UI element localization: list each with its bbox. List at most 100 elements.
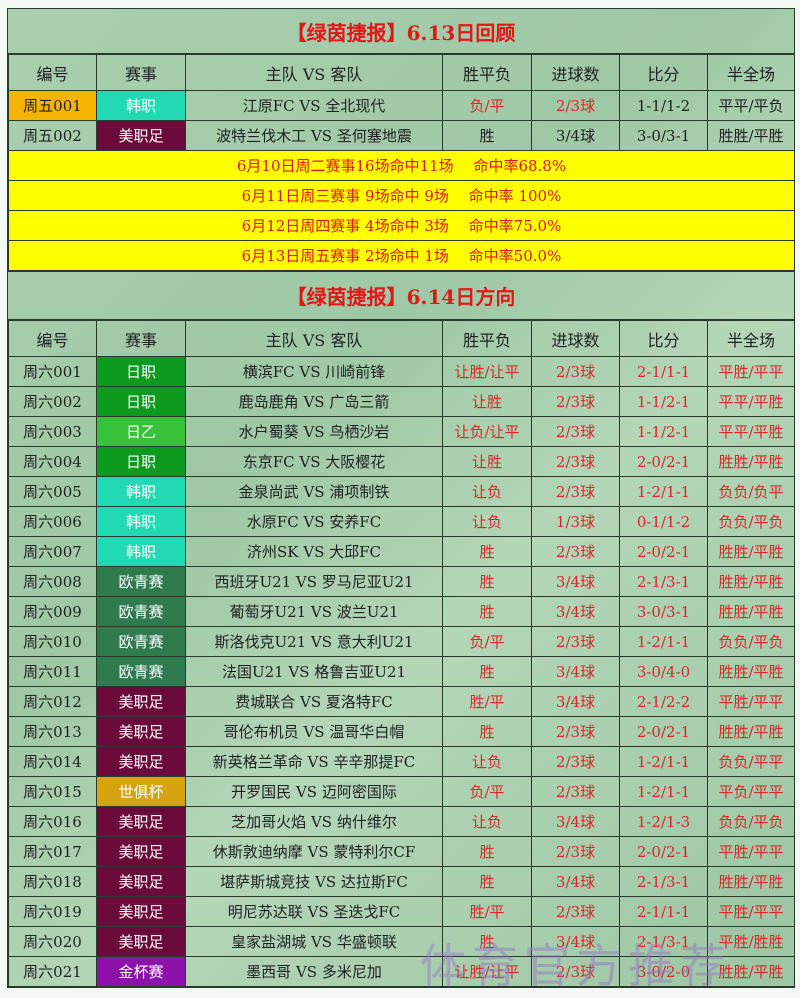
score-pick: 1-2/1-1 bbox=[619, 476, 708, 507]
summary-row: 6月11日周三赛事 9场命中 9场 命中率 100% bbox=[8, 180, 795, 211]
score-pick: 1-1/2-1 bbox=[619, 416, 708, 447]
goals-pick: 2/3球 bbox=[531, 446, 620, 477]
score-pick: 2-1/1-1 bbox=[619, 896, 708, 927]
score-pick: 2-0/2-1 bbox=[619, 536, 708, 567]
result-pick: 负/平 bbox=[442, 90, 532, 121]
score-pick: 1-2/1-1 bbox=[619, 776, 708, 807]
table-row: 周六003 日乙 水户蜀葵 VS 鸟栖沙岩 让负/让平 2/3球 1-1/2-1 平平/平胜 bbox=[8, 416, 795, 447]
competition-badge: 美职足 bbox=[96, 746, 186, 777]
match-teams: 波特兰伐木工 VS 圣何塞地震 bbox=[185, 120, 443, 151]
match-id: 周六002 bbox=[8, 386, 97, 417]
summary-row: 6月13日周五赛事 2场命中 1场 命中率50.0% bbox=[8, 240, 795, 271]
match-id: 周六011 bbox=[8, 656, 97, 687]
match-id: 周六009 bbox=[8, 596, 97, 627]
result-pick: 负/平 bbox=[442, 776, 532, 807]
goals-pick: 2/3球 bbox=[531, 90, 620, 121]
goals-pick: 2/3球 bbox=[531, 536, 620, 567]
result-pick: 让胜 bbox=[442, 386, 532, 417]
score-pick: 3-0/4-0 bbox=[619, 656, 708, 687]
match-teams: 济州SK VS 大邱FC bbox=[185, 536, 443, 567]
result-pick: 让胜/让平 bbox=[442, 356, 532, 387]
result-pick: 负/平 bbox=[442, 626, 532, 657]
competition-badge: 日乙 bbox=[96, 416, 186, 447]
goals-pick: 3/4球 bbox=[531, 656, 620, 687]
match-teams: 明尼苏达联 VS 圣迭戈FC bbox=[185, 896, 443, 927]
halftime-fulltime-pick: 负负/平负 bbox=[707, 626, 795, 657]
table-row: 周五002 美职足 波特兰伐木工 VS 圣何塞地震胜 3/4球 3-0/3-1 胜胜/平胜 bbox=[8, 120, 795, 151]
competition-badge: 欧青赛 bbox=[96, 656, 186, 687]
table-row: 周六009 欧青赛 葡萄牙U21 VS 波兰U21 胜 3/4球 3-0/3-1 胜胜/平胜 bbox=[8, 596, 795, 627]
halftime-fulltime-pick: 平负/平平 bbox=[707, 776, 795, 807]
header-row: 编号 赛事 主队 VS 客队 胜平负 进球数 比分 半全场 bbox=[8, 54, 795, 91]
match-id: 周六016 bbox=[8, 806, 97, 837]
match-id: 周六014 bbox=[8, 746, 97, 777]
match-id: 周六008 bbox=[8, 566, 97, 597]
competition-badge: 欧青赛 bbox=[96, 596, 186, 627]
column-header: 胜平负 bbox=[442, 54, 532, 91]
result-pick: 胜 bbox=[442, 566, 532, 597]
hit-rate-summary: 6月11日周三赛事 9场命中 9场 命中率 100% bbox=[8, 180, 795, 211]
halftime-fulltime-pick: 胜胜/平胜 bbox=[707, 536, 795, 567]
halftime-fulltime-pick: 胜胜/平胜 bbox=[707, 120, 795, 151]
table-row: 周六016 美职足 芝加哥火焰 VS 纳什维尔 让负 3/4球 1-2/1-3 负负/平负 bbox=[8, 806, 795, 837]
halftime-fulltime-pick: 平胜/平平 bbox=[707, 896, 795, 927]
result-pick: 让胜 bbox=[442, 446, 532, 477]
goals-pick: 1/3球 bbox=[531, 506, 620, 537]
table-row: 周六010 欧青赛 斯洛伐克U21 VS 意大利U21 负/平 2/3球 1-2/1-1 负… bbox=[8, 626, 795, 657]
hit-rate-summary: 6月12日周四赛事 4场命中 3场 命中率75.0% bbox=[8, 210, 795, 241]
goals-pick: 2/3球 bbox=[531, 476, 620, 507]
table-row: 周六020 美职足 皇家盐湖城 VS 华盛顿联胜 3/4球 2-1/3-1 平胜/胜胜 bbox=[8, 926, 795, 957]
halftime-fulltime-pick: 平平/平胜 bbox=[707, 386, 795, 417]
goals-pick: 3/4球 bbox=[531, 806, 620, 837]
table-row: 周六019 美职足 明尼苏达联 VS 圣迭戈FC 胜/平 2/3球 2-1/1-1 平胜/平… bbox=[8, 896, 795, 927]
halftime-fulltime-pick: 负负/平平 bbox=[707, 746, 795, 777]
competition-badge: 日职 bbox=[96, 386, 186, 417]
score-pick: 1-1/1-2 bbox=[619, 90, 708, 121]
halftime-fulltime-pick: 平胜/平平 bbox=[707, 836, 795, 867]
column-header: 半全场 bbox=[707, 54, 795, 91]
match-teams: 法国U21 VS 格鲁吉亚U21 bbox=[185, 656, 443, 687]
header-row: 编号 赛事 主队 VS 客队 胜平负 进球数 比分 半全场 bbox=[8, 320, 795, 357]
score-pick: 2-1/2-2 bbox=[619, 686, 708, 717]
competition-badge: 日职 bbox=[96, 446, 186, 477]
table-row: 周六013 美职足 哥伦布机员 VS 温哥华白帽胜 2/3球 2-0/2-1 胜胜/平胜 bbox=[8, 716, 795, 747]
match-teams: 芝加哥火焰 VS 纳什维尔 bbox=[185, 806, 443, 837]
match-teams: 新英格兰革命 VS 辛辛那提FC bbox=[185, 746, 443, 777]
match-id: 周六019 bbox=[8, 896, 97, 927]
column-header: 进球数 bbox=[531, 54, 620, 91]
column-header: 进球数 bbox=[531, 320, 620, 357]
result-pick: 胜 bbox=[442, 866, 532, 897]
match-id: 周六020 bbox=[8, 926, 97, 957]
result-pick: 胜/平 bbox=[442, 686, 532, 717]
goals-pick: 3/4球 bbox=[531, 596, 620, 627]
competition-badge: 欧青赛 bbox=[96, 566, 186, 597]
column-header: 主队 VS 客队 bbox=[185, 54, 443, 91]
review-table: 编号 赛事 主队 VS 客队 胜平负 进球数 比分 半全场 周五001 韩职 江原FC VS 全北… bbox=[8, 54, 795, 271]
score-pick: 2-1/1-1 bbox=[619, 356, 708, 387]
goals-pick: 3/4球 bbox=[531, 120, 620, 151]
table-row: 周五001 韩职 江原FC VS 全北现代 负/平 2/3球 1-1/1-2 平平/平负 bbox=[8, 90, 795, 121]
match-teams: 金泉尚武 VS 浦项制铁 bbox=[185, 476, 443, 507]
result-pick: 让胜/让平 bbox=[442, 956, 532, 987]
match-id: 周六006 bbox=[8, 506, 97, 537]
halftime-fulltime-pick: 胜胜/平胜 bbox=[707, 446, 795, 477]
competition-badge: 韩职 bbox=[96, 536, 186, 567]
halftime-fulltime-pick: 胜胜/平胜 bbox=[707, 716, 795, 747]
column-header: 比分 bbox=[619, 54, 708, 91]
halftime-fulltime-pick: 平胜/胜胜 bbox=[707, 926, 795, 957]
match-teams: 横滨FC VS 川崎前锋 bbox=[185, 356, 443, 387]
match-id: 周六010 bbox=[8, 626, 97, 657]
picks-title: 【绿茵捷报】6.14日方向 bbox=[8, 271, 794, 320]
result-pick: 让负 bbox=[442, 476, 532, 507]
match-id: 周六001 bbox=[8, 356, 97, 387]
table-row: 周六004 日职 东京FC VS 大阪樱花 让胜 2/3球 2-0/2-1 胜胜/平胜 bbox=[8, 446, 795, 477]
competition-badge: 美职足 bbox=[96, 896, 186, 927]
goals-pick: 2/3球 bbox=[531, 956, 620, 987]
match-teams: 西班牙U21 VS 罗马尼亚U21 bbox=[185, 566, 443, 597]
goals-pick: 2/3球 bbox=[531, 356, 620, 387]
score-pick: 1-2/1-1 bbox=[619, 746, 708, 777]
match-id: 周六004 bbox=[8, 446, 97, 477]
goals-pick: 2/3球 bbox=[531, 716, 620, 747]
column-header: 胜平负 bbox=[442, 320, 532, 357]
halftime-fulltime-pick: 平平/平胜 bbox=[707, 416, 795, 447]
